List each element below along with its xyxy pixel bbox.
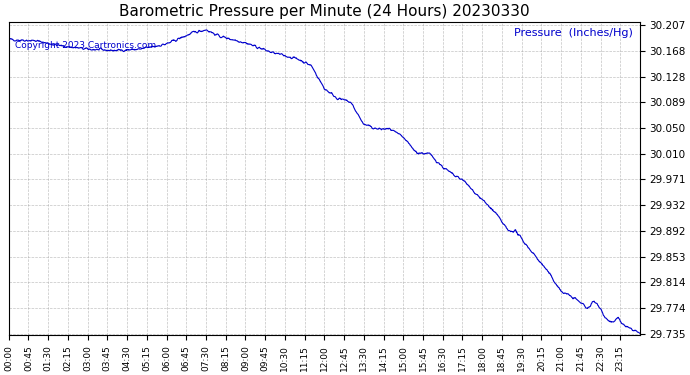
- Text: Copyright 2023 Cartronics.com: Copyright 2023 Cartronics.com: [15, 40, 156, 50]
- Title: Barometric Pressure per Minute (24 Hours) 20230330: Barometric Pressure per Minute (24 Hours…: [119, 4, 529, 19]
- Text: Pressure  (Inches/Hg): Pressure (Inches/Hg): [515, 28, 633, 38]
